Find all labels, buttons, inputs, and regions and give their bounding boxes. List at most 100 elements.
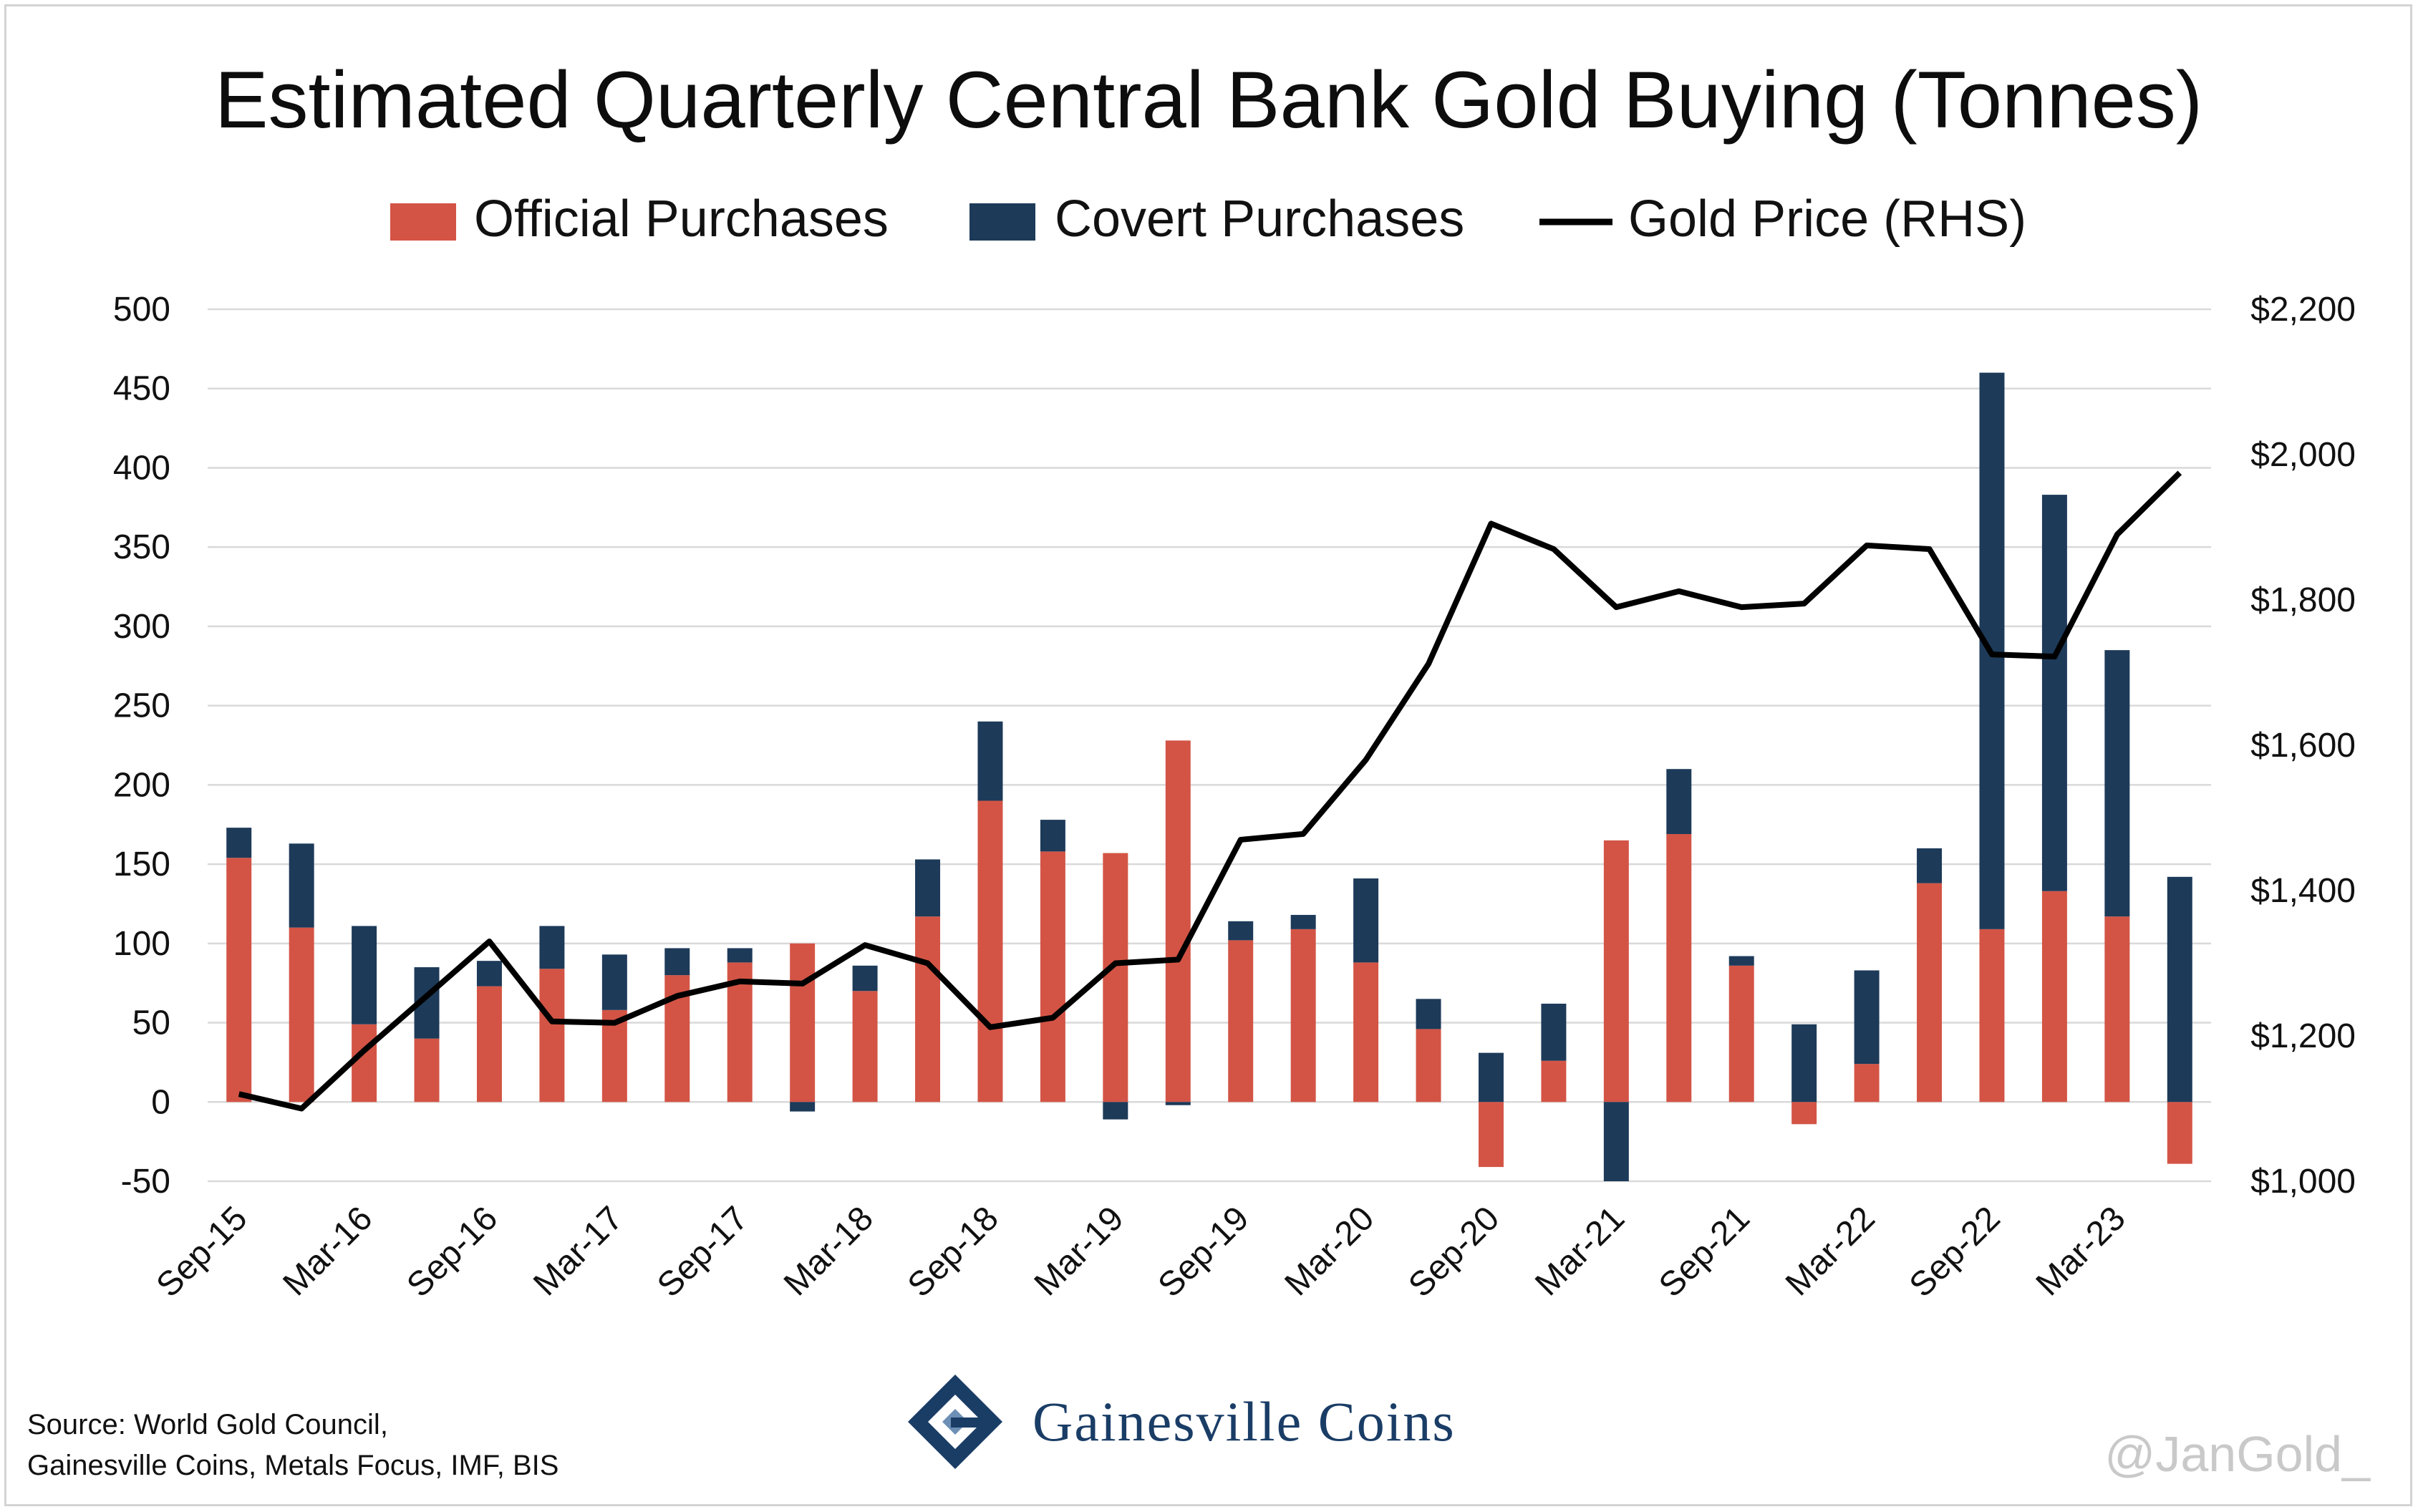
y2-tick-label: $1,800 [2250,581,2356,619]
x-tick-label: Sep-17 [650,1199,755,1304]
bar-official [1040,851,1065,1102]
source-note: Source: World Gold Council, Gainesville … [27,1409,558,1481]
bar-official [414,1038,440,1102]
bar-official [1917,883,1943,1102]
y-tick-label: 250 [113,687,170,725]
bar-official [1541,1060,1567,1102]
bar-covert [352,926,377,1024]
y2-tick-label: $1,200 [2250,1017,2356,1055]
x-tick-label: Sep-20 [1401,1199,1507,1304]
bar-official [1165,740,1191,1102]
bar-official [352,1024,377,1102]
bar-official [915,916,941,1102]
bar-covert [1228,921,1254,941]
y-tick-label: 0 [151,1083,170,1121]
bar-official [1353,962,1379,1102]
x-tick-label: Sep-18 [901,1199,1006,1304]
bar-covert [1791,1024,1817,1102]
bar-covert [1541,1003,1567,1061]
bar-official [2041,891,2067,1102]
y-tick-label: 450 [113,370,170,408]
brand-name: Gainesville Coins [1033,1390,1456,1453]
x-tick-label: Sep-19 [1151,1199,1257,1304]
bar-covert [2041,495,2067,891]
bar-covert [1478,1052,1504,1102]
bar-official [1478,1102,1504,1168]
y2-tick-label: $2,200 [2250,291,2356,329]
y-tick-label: 400 [113,449,170,487]
bars [226,372,2192,1181]
bar-official [2104,916,2130,1102]
y-tick-label: 150 [113,845,170,883]
x-tick-label: Mar-17 [526,1199,630,1303]
bar-covert [915,859,941,917]
bar-official [1103,853,1128,1102]
x-axis-labels: Sep-15 Mar-16 Sep-16 Mar-17 Sep-17 Mar-18 Sep-… [150,1199,2133,1304]
bar-covert [1666,769,1692,835]
x-tick-label: Mar-22 [1779,1199,1882,1303]
x-tick-label: Mar-20 [1277,1199,1381,1303]
x-tick-label: Sep-15 [150,1199,255,1304]
gold-price-line [238,470,2182,1112]
bar-covert [664,948,690,976]
bar-covert [1040,820,1065,852]
y-tick-label: 200 [113,766,170,804]
bar-covert [1728,956,1754,966]
bar-covert [1854,970,1880,1065]
y2-tick-label: $1,400 [2250,872,2356,910]
legend-swatch-official [390,203,456,241]
bar-covert [727,948,753,963]
y2-tick-label: $1,000 [2250,1163,2356,1201]
x-tick-label: Sep-16 [400,1199,505,1304]
bar-covert [1290,914,1316,929]
y-tick-label: 50 [132,1004,170,1042]
bar-official [852,991,878,1102]
bar-covert [289,843,314,928]
bar-covert [539,926,565,969]
bar-official [289,927,314,1102]
bar-covert [852,965,878,992]
bar-covert [476,961,502,987]
chart-title: Estimated Quarterly Central Bank Gold Bu… [215,55,2202,145]
y-tick-label: 500 [113,291,170,329]
bar-official [226,858,252,1102]
bar-covert [1416,999,1441,1029]
x-tick-label: Mar-23 [2029,1199,2133,1303]
gridlines [208,308,2211,1183]
bar-official [1728,965,1754,1102]
bar-covert [226,828,252,858]
bar-covert [790,1102,816,1112]
y2-tick-label: $1,600 [2250,727,2356,765]
bar-official [1603,840,1629,1102]
source-line-2: Gainesville Coins, Metals Focus, IMF, BI… [27,1450,558,1481]
x-tick-label: Sep-22 [1902,1199,2008,1304]
x-tick-label: Mar-19 [1027,1199,1131,1303]
bar-official [1979,929,2005,1102]
bar-official [1666,834,1692,1102]
y-tick-label: 300 [113,608,170,646]
x-tick-label: Mar-16 [276,1199,379,1303]
bar-covert [601,954,627,1010]
y-tick-label: 350 [113,528,170,566]
bar-covert [977,721,1003,801]
watermark: @JanGold_ [2104,1426,2371,1482]
bar-official [1854,1064,1880,1102]
y2-tick-label: $2,000 [2250,436,2356,474]
legend: Official Purchases Covert Purchases Gold… [390,190,2026,248]
chart-frame [4,4,2412,1506]
bar-official [790,943,816,1102]
x-tick-label: Sep-21 [1652,1199,1757,1304]
bar-covert [1353,878,1379,963]
y-tick-label: 100 [113,925,170,963]
x-tick-label: Mar-21 [1528,1199,1632,1303]
bar-covert [1103,1102,1128,1120]
bar-covert [1917,848,1943,883]
bar-official [1228,940,1254,1102]
left-axis-labels: -50 0 50 100 150 200 250 300 350 400 450 500 [113,291,170,1201]
bar-official [1290,929,1316,1102]
bar-official [539,969,565,1102]
gold-price-series [238,470,2182,1112]
bar-covert [1165,1102,1191,1105]
bar-official [476,986,502,1102]
